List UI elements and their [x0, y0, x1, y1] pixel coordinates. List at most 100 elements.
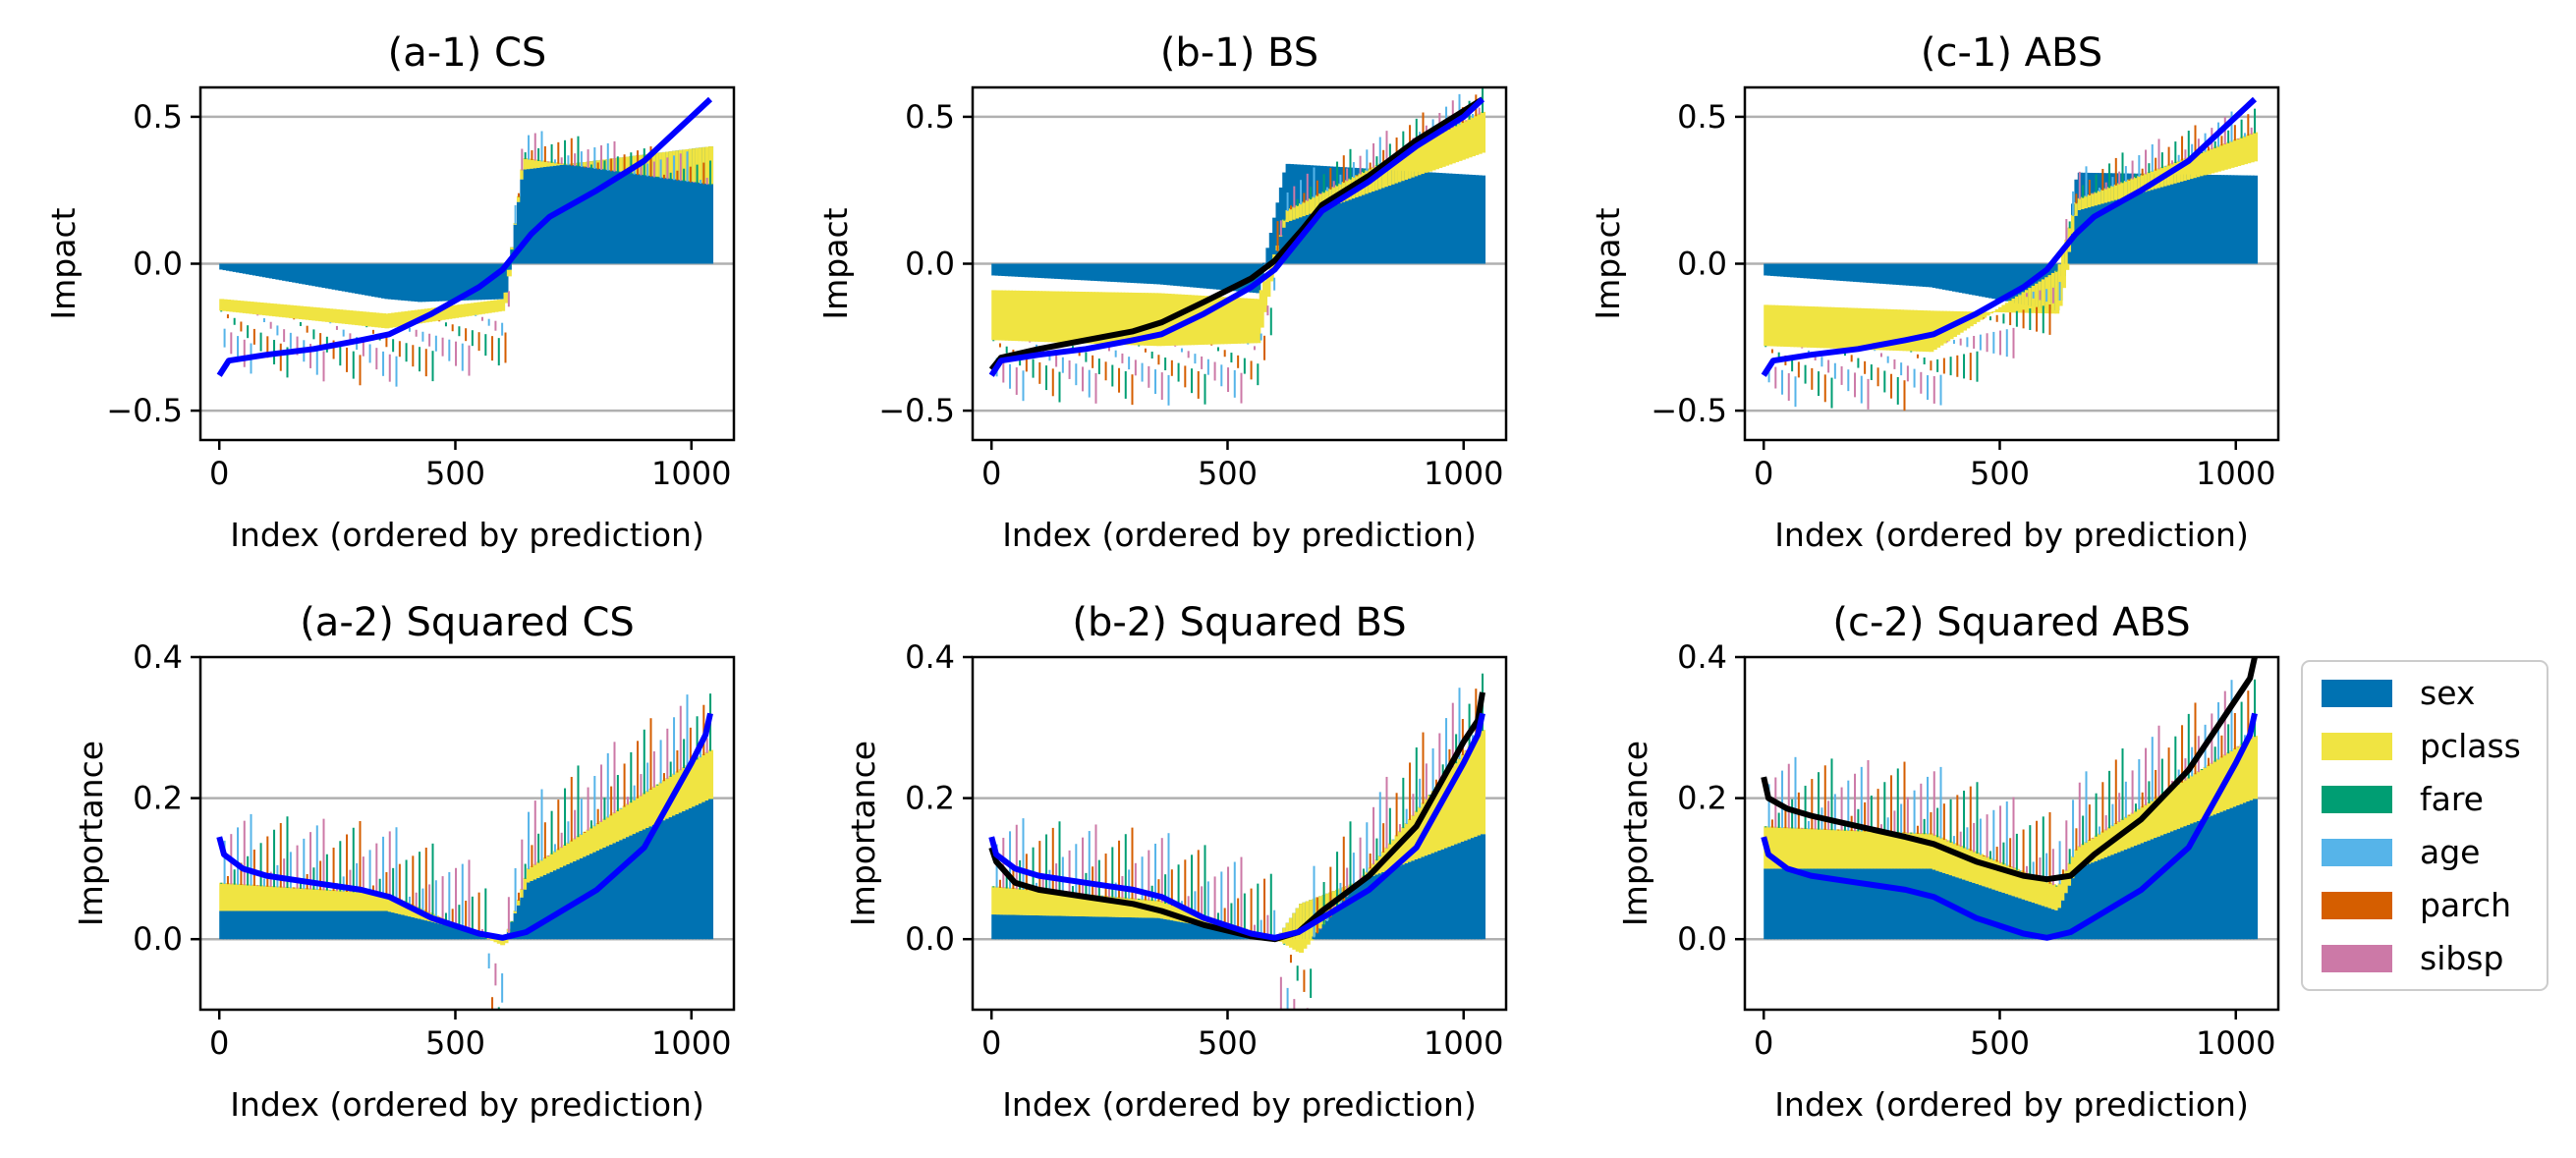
feature-bar — [1470, 838, 1476, 940]
feature-bar — [588, 827, 594, 855]
feature-bar — [1829, 868, 1835, 940]
feature-bar-minor — [319, 860, 322, 891]
feature-bar-minor — [560, 832, 563, 849]
feature-bar — [457, 263, 463, 301]
feature-bar — [275, 303, 281, 317]
feature-bar — [1873, 263, 1878, 284]
feature-bar — [2091, 837, 2097, 863]
feature-bar — [546, 161, 552, 167]
feature-bar-minor — [998, 343, 1001, 348]
feature-bar — [2094, 835, 2100, 861]
subplot-title: (c-2) Squared ABS — [1832, 600, 2190, 645]
feature-bar — [2018, 898, 2024, 940]
feature-bar — [282, 304, 288, 318]
feature-bar-minor — [494, 963, 497, 986]
feature-bar — [1265, 272, 1271, 298]
feature-bar-minor — [1378, 137, 1381, 165]
feature-bar — [384, 263, 390, 300]
feature-bar — [345, 263, 351, 293]
y-tick-label: −0.5 — [106, 392, 183, 429]
feature-bar — [1040, 890, 1046, 916]
feature-bar — [1929, 833, 1934, 869]
feature-bar — [1103, 896, 1109, 917]
feature-bar — [2110, 173, 2116, 264]
feature-bar — [2169, 174, 2175, 264]
feature-bar-minor — [2121, 748, 2124, 820]
feature-bar — [1087, 263, 1092, 281]
feature-bar — [252, 884, 257, 911]
feature-bar-minor — [1920, 783, 1923, 835]
feature-bar — [447, 305, 453, 319]
feature-bar — [1341, 887, 1347, 940]
feature-bar — [2156, 836, 2162, 940]
feature-bar — [513, 910, 519, 913]
feature-bar-minor — [2072, 191, 2075, 216]
feature-bar — [1004, 887, 1010, 915]
feature-bar — [2120, 173, 2126, 264]
feature-bar-minor — [1356, 175, 1359, 177]
feature-bar — [1813, 263, 1819, 280]
feature-bar-minor — [1071, 886, 1074, 895]
feature-bar — [1418, 857, 1424, 940]
feature-bar-minor — [438, 320, 441, 322]
feature-bar — [708, 749, 714, 800]
feature-bar — [602, 847, 608, 940]
feature-bar — [1414, 171, 1420, 264]
feature-bar — [2219, 175, 2225, 264]
feature-bar-minor — [1774, 366, 1777, 389]
feature-bar — [341, 890, 347, 911]
feature-bar — [1440, 132, 1446, 167]
feature-bar — [222, 882, 228, 911]
feature-bar — [579, 162, 585, 264]
feature-bar-minor — [2042, 816, 2044, 881]
feature-bar-minor — [398, 341, 401, 358]
feature-bar-minor — [1184, 365, 1187, 388]
feature-bar — [1060, 291, 1066, 343]
feature-bar — [2074, 202, 2080, 216]
feature-bar — [391, 263, 397, 300]
feature-bar — [2242, 136, 2248, 165]
feature-bar — [1889, 308, 1895, 351]
feature-bar — [338, 910, 344, 940]
feature-bar-minor — [2019, 870, 2022, 872]
feature-bar — [1143, 293, 1148, 346]
feature-bar — [1832, 829, 1838, 869]
feature-bar — [496, 263, 502, 300]
feature-bar-minor — [237, 827, 240, 885]
feature-bar — [401, 263, 407, 301]
feature-bar — [2242, 802, 2248, 940]
feature-bar-minor — [2051, 849, 2054, 886]
feature-bar — [1205, 296, 1211, 345]
feature-bar-minor — [2254, 679, 2257, 738]
feature-bar — [430, 921, 436, 940]
feature-bar-minor — [662, 174, 665, 179]
subplot-title: (b-2) Squared BS — [1072, 600, 1406, 645]
feature-bar — [1047, 263, 1053, 279]
feature-bar-minor — [1124, 370, 1127, 399]
feature-bar-minor — [1346, 168, 1349, 182]
feature-bar — [1057, 291, 1063, 343]
y-tick-label: −0.5 — [878, 392, 955, 429]
feature-bar — [2173, 830, 2179, 940]
feature-bar — [2147, 801, 2153, 841]
feature-bar — [1084, 263, 1090, 281]
feature-bar — [1028, 914, 1034, 940]
feature-bar — [370, 910, 376, 940]
feature-bar — [236, 263, 242, 273]
feature-bar — [2041, 879, 2046, 907]
x-axis-label: Index (ordered by prediction) — [1774, 516, 2249, 554]
feature-bar — [1895, 868, 1901, 940]
feature-bar — [1958, 263, 1964, 294]
feature-bar — [222, 299, 228, 311]
feature-bar-minor — [1777, 812, 1780, 828]
feature-bar — [258, 263, 264, 277]
feature-bar-minor — [1883, 782, 1886, 833]
feature-bar-minor — [1148, 365, 1150, 388]
feature-bar — [2074, 870, 2080, 940]
feature-bar-minor — [325, 854, 328, 891]
feature-bar — [1100, 895, 1106, 917]
feature-bar — [345, 910, 351, 940]
feature-bar — [1040, 915, 1046, 940]
feature-bar — [341, 309, 347, 324]
